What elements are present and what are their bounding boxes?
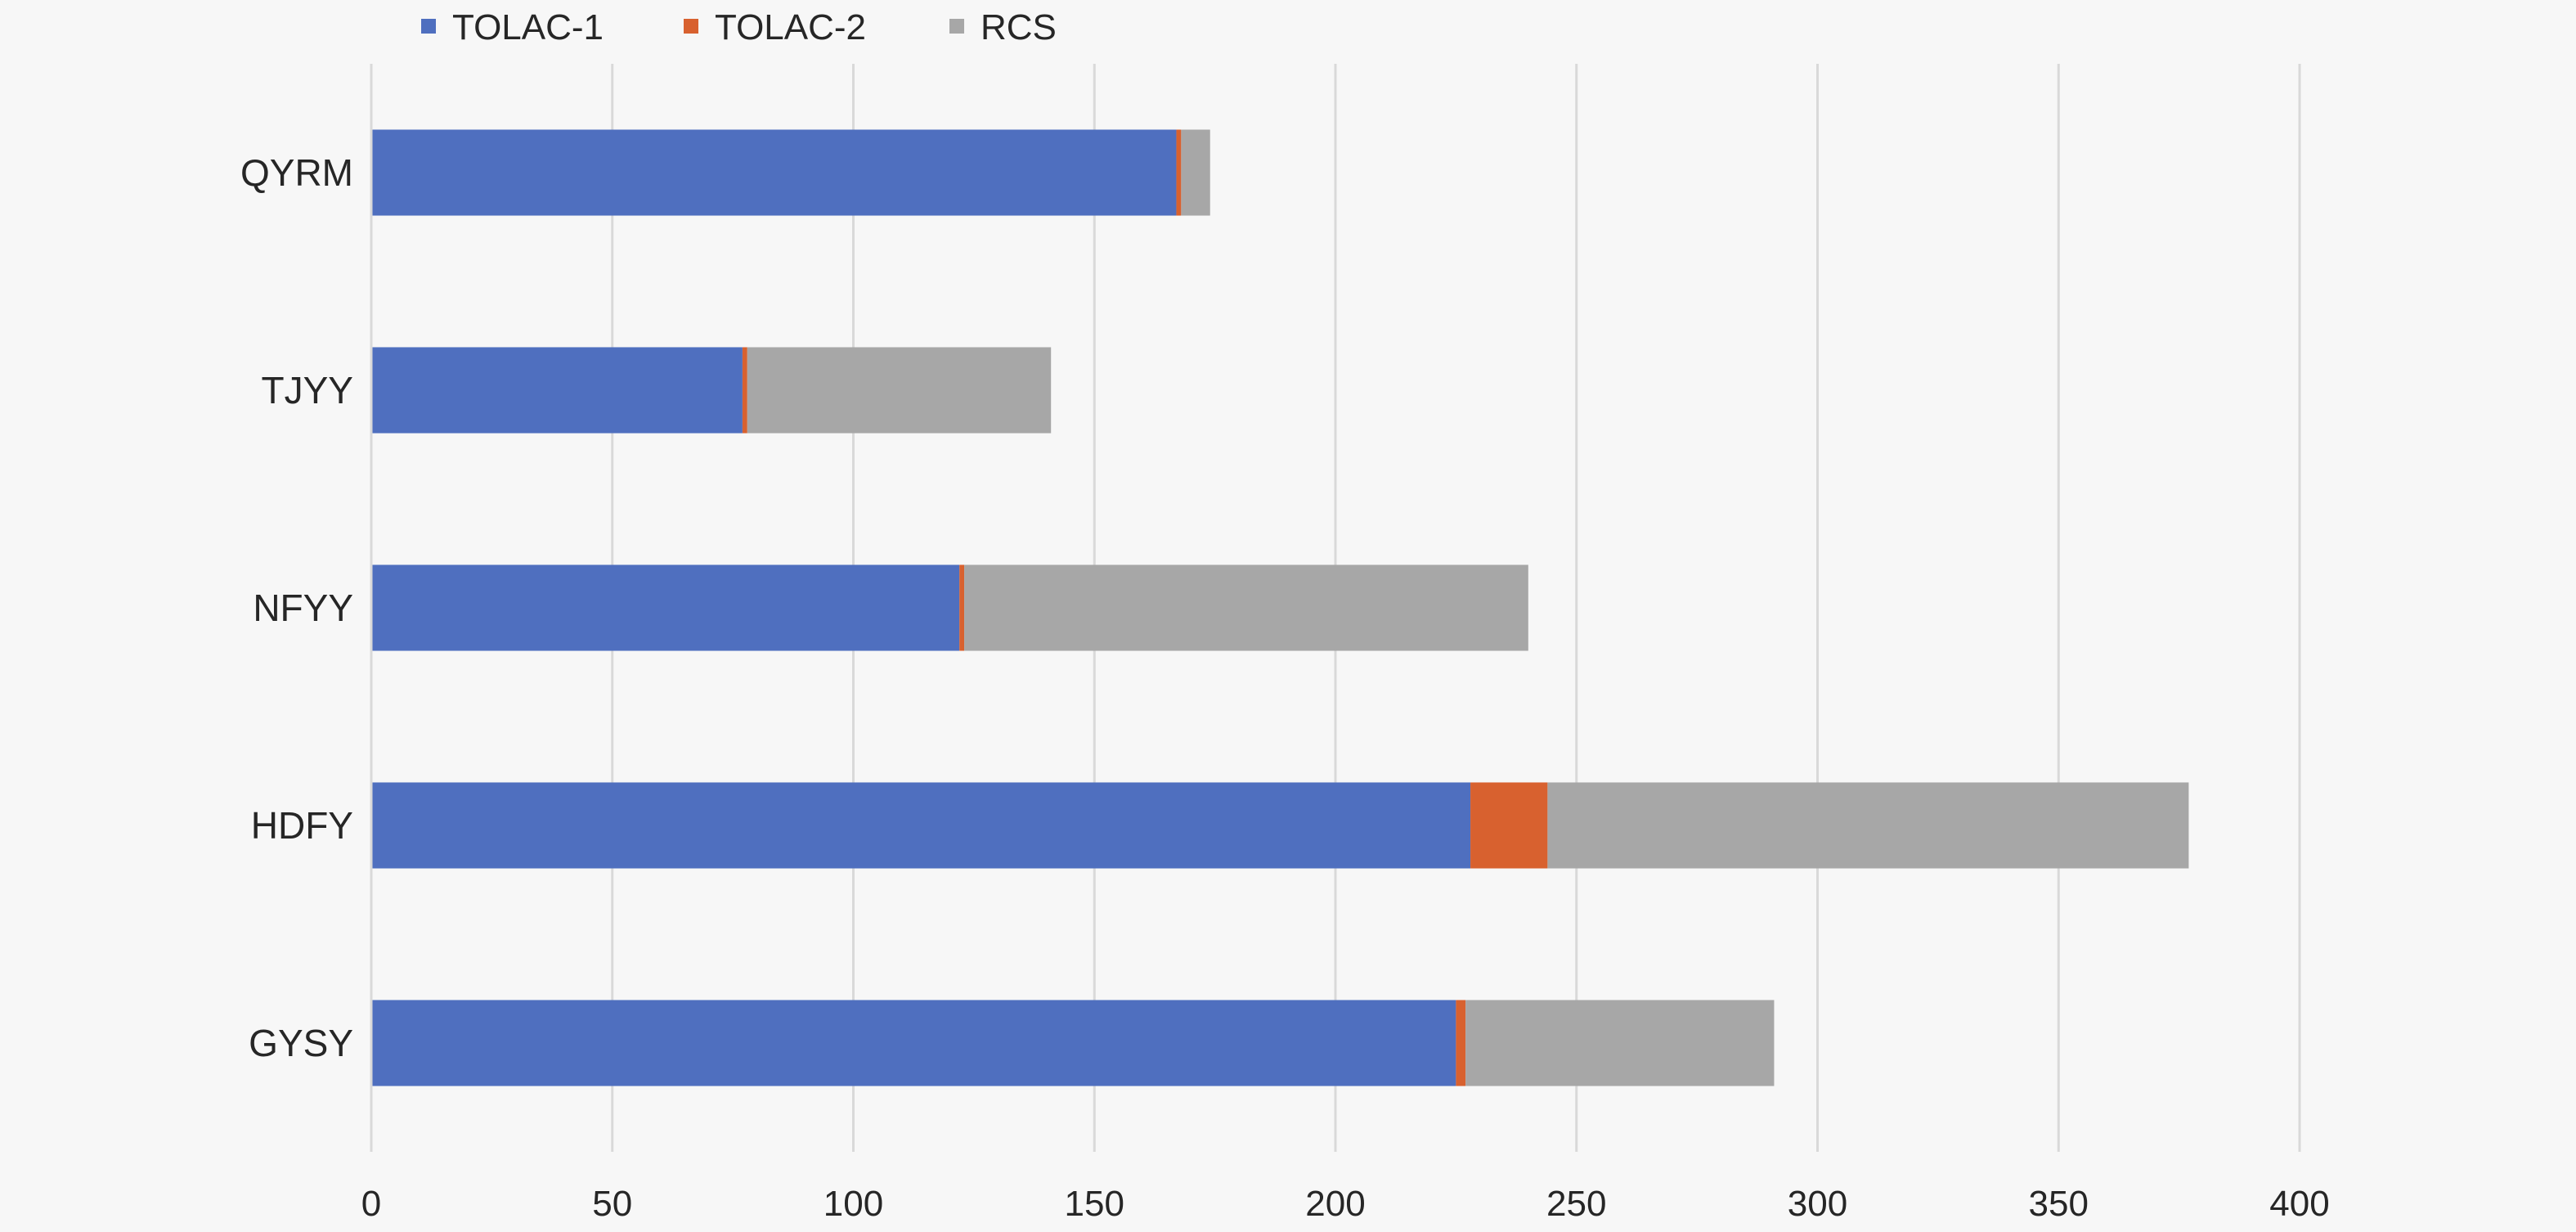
- x-tick-label-300: 300: [1788, 1184, 1847, 1224]
- x-tick-label-400: 400: [2269, 1184, 2329, 1224]
- x-tick-label-0: 0: [361, 1184, 381, 1224]
- y-category-label-qyrm: QYRM: [240, 151, 353, 194]
- legend-label-tolac-1: TOLAC-1: [452, 7, 604, 47]
- y-category-label-hdfy: HDFY: [251, 804, 353, 847]
- x-tick-label-100: 100: [824, 1184, 883, 1224]
- bar-qyrm-rcs: [1181, 129, 1210, 216]
- bar-hdfy-tolac-2: [1470, 782, 1548, 869]
- bar-nfyy-tolac-1: [371, 564, 960, 651]
- bar-tjyy-rcs: [747, 347, 1052, 434]
- x-tick-label-150: 150: [1065, 1184, 1124, 1224]
- bar-hdfy-rcs: [1547, 782, 2189, 869]
- bar-gysy-tolac-2: [1456, 1000, 1466, 1086]
- legend-label-tolac-2: TOLAC-2: [715, 7, 866, 47]
- legend-marker-tolac-1: [421, 19, 436, 34]
- bar-nfyy-rcs: [964, 564, 1528, 651]
- bar-tjyy-tolac-2: [742, 347, 747, 434]
- bar-qyrm-tolac-1: [371, 129, 1177, 216]
- x-tick-label-200: 200: [1305, 1184, 1365, 1224]
- axes: 0 50 100 150 200 250 300 350 400 GYSY HDFY NFYY TJYY…: [240, 64, 2330, 1224]
- legend: TOLAC-1 TOLAC-2 RCS: [421, 7, 1057, 47]
- y-category-label-gysy: GYSY: [249, 1022, 353, 1064]
- legend-marker-tolac-2: [684, 19, 698, 34]
- y-category-label-tjyy: TJYY: [262, 369, 353, 411]
- bar-gysy-tolac-1: [371, 1000, 1456, 1086]
- bars: [371, 129, 2189, 1086]
- x-tick-label-350: 350: [2029, 1184, 2089, 1224]
- legend-label-rcs: RCS: [981, 7, 1057, 47]
- x-tick-label-50: 50: [592, 1184, 632, 1224]
- x-tick-label-250: 250: [1546, 1184, 1606, 1224]
- bar-nfyy-tolac-2: [959, 564, 965, 651]
- bar-hdfy-tolac-1: [371, 782, 1471, 869]
- y-category-label-nfyy: NFYY: [253, 587, 353, 629]
- bar-qyrm-tolac-2: [1176, 129, 1182, 216]
- bar-tjyy-tolac-1: [371, 347, 743, 434]
- legend-marker-rcs: [949, 19, 964, 34]
- bar-gysy-rcs: [1465, 1000, 1775, 1086]
